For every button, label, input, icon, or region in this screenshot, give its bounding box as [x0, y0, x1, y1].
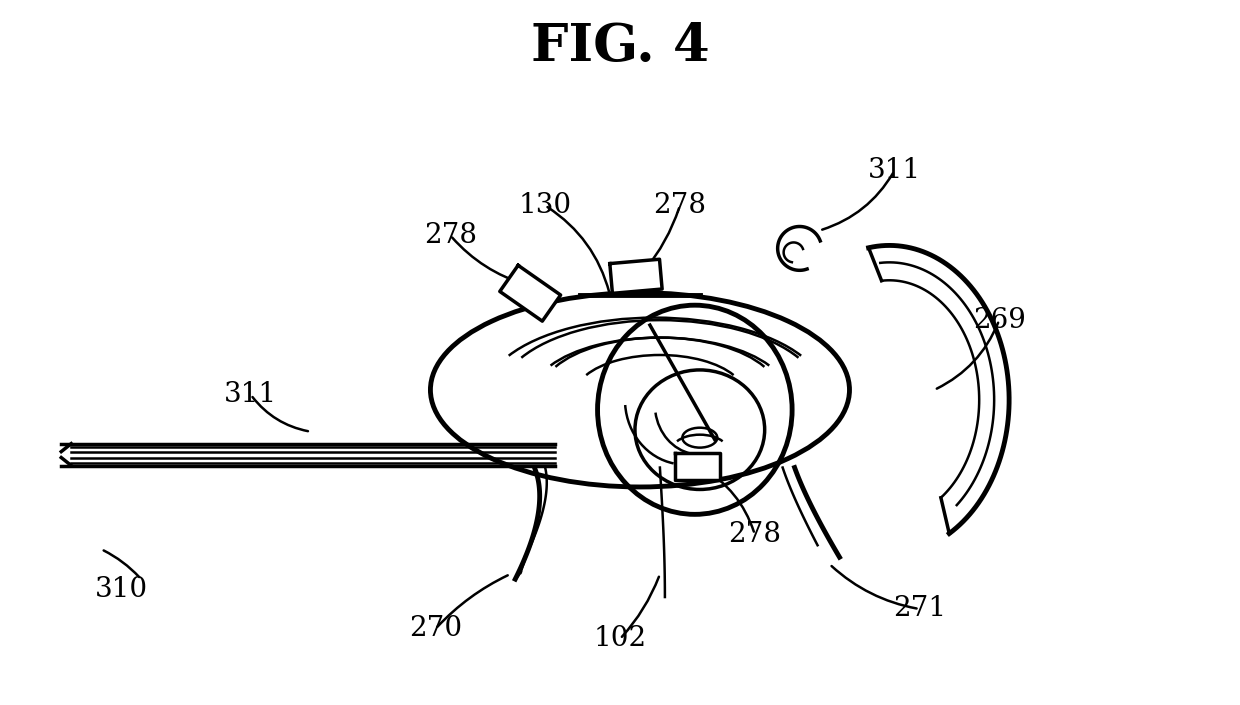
Text: 271: 271 [893, 596, 946, 623]
Text: 278: 278 [728, 521, 781, 548]
Text: 270: 270 [409, 615, 463, 642]
Polygon shape [676, 453, 720, 481]
Text: 130: 130 [518, 192, 572, 219]
Text: 311: 311 [868, 157, 921, 184]
Polygon shape [500, 265, 560, 321]
Text: FIG. 4: FIG. 4 [531, 20, 709, 72]
Text: 102: 102 [594, 625, 646, 652]
Text: 278: 278 [653, 192, 707, 219]
Text: 311: 311 [224, 381, 278, 408]
Text: 310: 310 [94, 575, 148, 603]
Text: 269: 269 [972, 307, 1025, 333]
Text: 278: 278 [424, 222, 477, 249]
Polygon shape [610, 259, 662, 293]
